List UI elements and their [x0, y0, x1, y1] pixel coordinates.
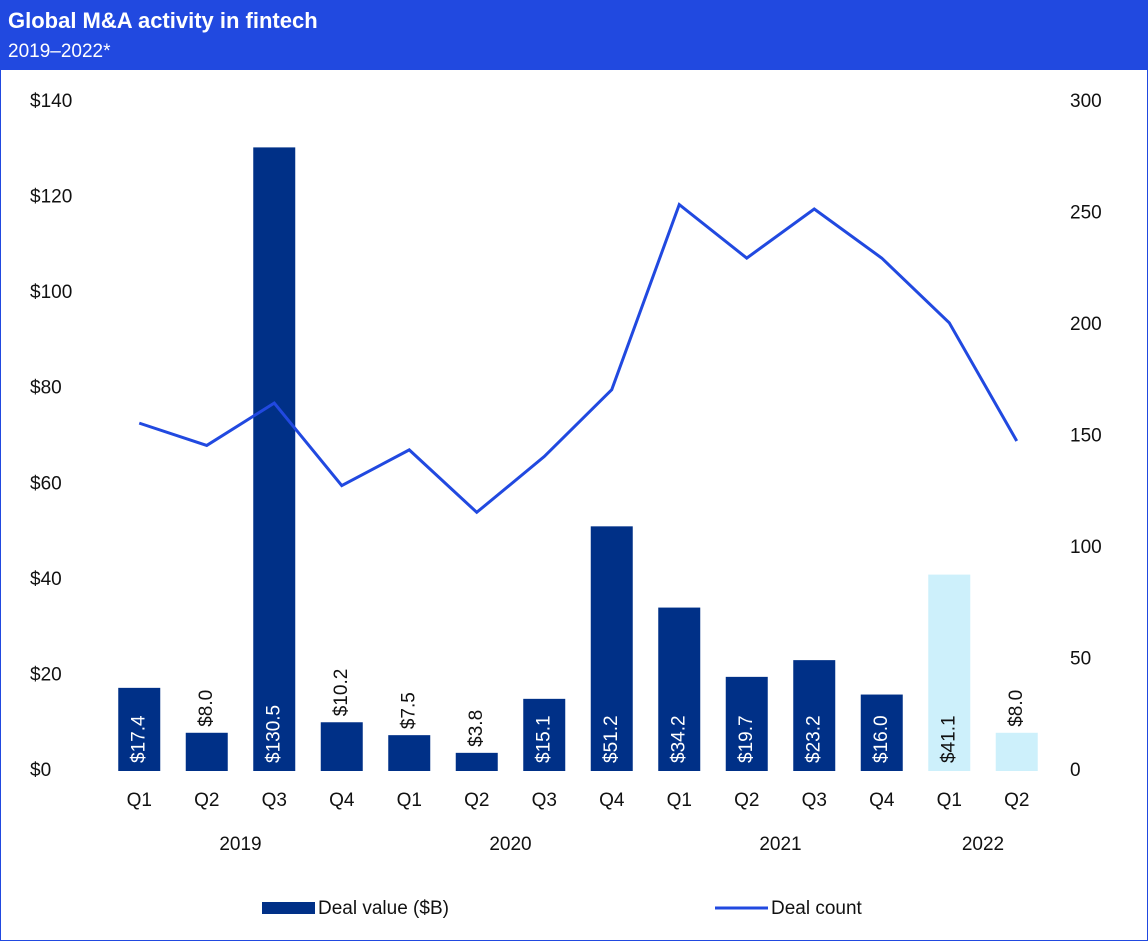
chart-title: Global M&A activity in fintech [8, 8, 318, 33]
value-label: $10.2 [331, 669, 352, 717]
y2-tick-label: 0 [1070, 760, 1081, 781]
y2-tick-label: 50 [1070, 649, 1091, 670]
chart-subtitle: 2019–2022* [8, 41, 111, 62]
x-tick-label: Q2 [464, 790, 489, 811]
legend-swatch [262, 902, 315, 914]
y-tick-label: $20 [30, 664, 62, 685]
x-tick-label: Q1 [937, 790, 962, 811]
y2-tick-label: 100 [1070, 537, 1102, 558]
x-tick-label: Q2 [734, 790, 759, 811]
x-tick-label: Q1 [127, 790, 152, 811]
bar [590, 526, 633, 771]
bar [320, 722, 363, 771]
y2-tick-label: 250 [1070, 203, 1102, 224]
y2-tick-label: 200 [1070, 314, 1102, 335]
value-label: $8.0 [1006, 690, 1027, 727]
header [0, 0, 1148, 70]
x-tick-label: Q4 [869, 790, 895, 811]
y-tick-label: $140 [30, 91, 72, 112]
bar [860, 694, 903, 771]
bar [118, 687, 161, 771]
y2-tick-label: 150 [1070, 426, 1102, 447]
x-tick-label: Q4 [329, 790, 355, 811]
x-group-label: 2020 [489, 834, 531, 855]
bar [523, 698, 566, 771]
x-group-label: 2019 [219, 834, 261, 855]
value-label: $34.2 [668, 715, 689, 763]
x-group-label: 2022 [962, 834, 1004, 855]
bar [928, 574, 971, 771]
bar [725, 676, 768, 771]
y-tick-label: $40 [30, 569, 62, 590]
y-tick-label: $80 [30, 378, 62, 399]
legend-label: Deal value ($B) [318, 898, 449, 919]
bar [455, 752, 498, 771]
y-tick-label: $0 [30, 760, 51, 781]
value-label: $15.1 [533, 715, 554, 763]
value-label: $23.2 [803, 715, 824, 763]
x-tick-label: Q4 [599, 790, 625, 811]
value-label: $8.0 [196, 690, 217, 727]
y-tick-label: $100 [30, 282, 72, 303]
x-tick-label: Q3 [262, 790, 287, 811]
y-tick-label: $120 [30, 187, 72, 208]
value-label: $130.5 [263, 705, 284, 763]
bar [995, 732, 1038, 771]
value-label: $51.2 [601, 715, 622, 763]
x-tick-label: Q2 [1004, 790, 1029, 811]
x-group-label: 2021 [759, 834, 801, 855]
value-label: $7.5 [398, 692, 419, 729]
bar [185, 732, 228, 771]
x-tick-label: Q3 [532, 790, 557, 811]
bar [793, 660, 836, 771]
y-tick-label: $60 [30, 473, 62, 494]
x-tick-label: Q1 [397, 790, 422, 811]
x-tick-label: Q3 [802, 790, 827, 811]
y2-tick-label: 300 [1070, 91, 1102, 112]
x-tick-label: Q2 [194, 790, 219, 811]
legend-label: Deal count [771, 898, 863, 919]
value-label: $16.0 [871, 715, 892, 763]
bar [658, 607, 701, 771]
line [138, 202, 1019, 515]
bar [388, 735, 431, 771]
value-label: $3.8 [466, 710, 487, 747]
value-label: $19.7 [736, 715, 757, 763]
x-tick-label: Q1 [667, 790, 692, 811]
bar [253, 147, 296, 771]
value-label: $41.1 [938, 715, 959, 763]
value-label: $17.4 [128, 715, 149, 763]
